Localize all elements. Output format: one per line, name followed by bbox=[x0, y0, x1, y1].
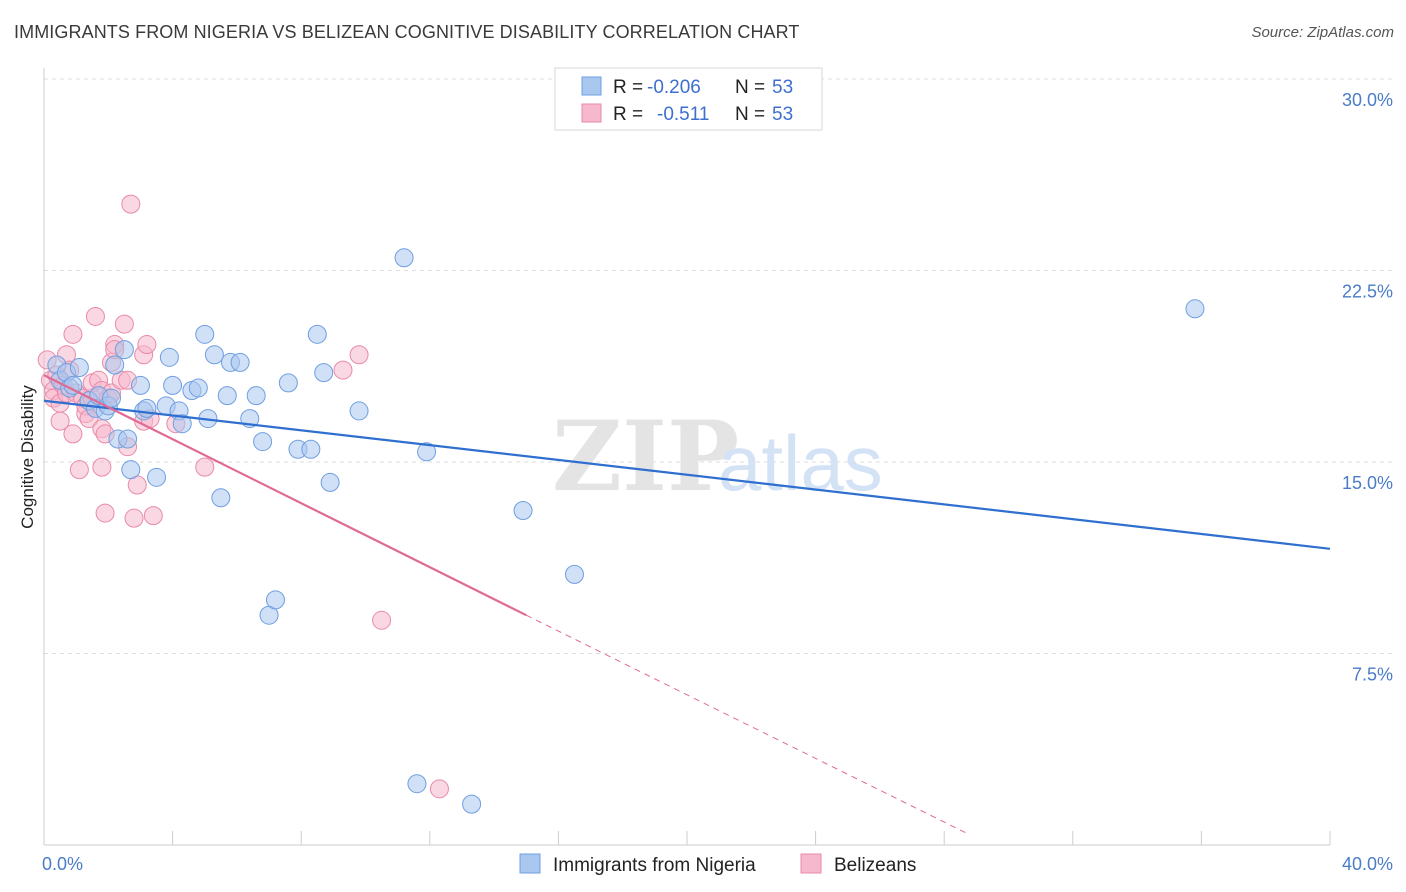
belizeans-point-49 bbox=[372, 610, 392, 630]
belizeans-point-12 bbox=[63, 324, 83, 344]
x-tick-label-max: 40.0% bbox=[1342, 854, 1393, 874]
y-axis-title: Cognitive Disability bbox=[18, 385, 37, 529]
nigeria-point-31 bbox=[211, 488, 231, 508]
nigeria-points bbox=[47, 248, 1205, 814]
legend-swatch-nigeria bbox=[581, 76, 602, 96]
nigeria-point-30 bbox=[204, 345, 224, 365]
nigeria-point-27 bbox=[188, 378, 208, 398]
belizeans-point-48 bbox=[349, 345, 369, 365]
nigeria-point-17 bbox=[130, 375, 150, 395]
nigeria-point-44 bbox=[314, 363, 334, 383]
nigeria-point-37 bbox=[253, 432, 273, 452]
nigeria-point-15 bbox=[118, 429, 138, 449]
watermark-atlas: atlas bbox=[718, 419, 883, 507]
nigeria-point-12 bbox=[105, 355, 125, 375]
nigeria-point-20 bbox=[147, 467, 167, 487]
belizeans-trend-line bbox=[43, 374, 527, 617]
nigeria-point-14 bbox=[114, 340, 134, 360]
y-tick-labels: 7.5% 15.0% 22.5% 30.0% bbox=[1342, 90, 1393, 685]
legend-r-value-1: -0.206 bbox=[647, 77, 701, 98]
nigeria-point-42 bbox=[301, 439, 321, 459]
belizeans-point-26 bbox=[95, 503, 115, 523]
nigeria-point-52 bbox=[564, 564, 584, 584]
belizeans-point-50 bbox=[429, 779, 449, 799]
belizeans-point-42 bbox=[137, 335, 157, 355]
legend-r-label-2: R = bbox=[613, 104, 643, 125]
nigeria-point-53 bbox=[1185, 299, 1205, 319]
nigeria-point-50 bbox=[462, 794, 482, 814]
nigeria-point-49 bbox=[417, 442, 437, 462]
watermark: ZIP atlas bbox=[552, 400, 883, 513]
belizeans-point-21 bbox=[85, 306, 105, 326]
nigeria-point-32 bbox=[217, 386, 237, 406]
legend-n-label-1: N = bbox=[735, 77, 765, 98]
belizeans-trend-extension bbox=[526, 614, 971, 836]
y-tick-label-1: 15.0% bbox=[1342, 473, 1393, 493]
belizeans-point-37 bbox=[121, 194, 141, 214]
nigeria-trend-line bbox=[43, 399, 1331, 550]
legend-n-value-2: 53 bbox=[772, 104, 793, 125]
legend-swatch-belizeans bbox=[581, 103, 602, 123]
nigeria-point-51 bbox=[513, 501, 533, 521]
nigeria-point-25 bbox=[172, 414, 192, 434]
belizeans-point-11 bbox=[63, 424, 83, 444]
trend-lines bbox=[43, 374, 1331, 836]
nigeria-point-19 bbox=[137, 398, 157, 418]
belizeans-point-46 bbox=[195, 457, 215, 477]
belizeans-point-34 bbox=[114, 314, 134, 334]
bottom-legend: Immigrants from Nigeria Belizeans bbox=[519, 853, 916, 876]
legend-n-label-2: N = bbox=[735, 104, 765, 125]
belizeans-point-44 bbox=[143, 506, 163, 526]
nigeria-point-40 bbox=[278, 373, 298, 393]
nigeria-point-39 bbox=[265, 590, 285, 610]
nigeria-point-47 bbox=[394, 248, 414, 268]
bottom-legend-label-belizeans: Belizeans bbox=[834, 855, 916, 876]
nigeria-point-45 bbox=[320, 472, 340, 492]
legend-box: R = -0.206 N = 53 R = -0.511 N = 53 bbox=[554, 67, 823, 131]
belizeans-point-47 bbox=[333, 360, 353, 380]
legend-n-value-1: 53 bbox=[772, 77, 793, 98]
x-tick-label-min: 0.0% bbox=[42, 854, 83, 874]
belizeans-point-25 bbox=[92, 457, 112, 477]
nigeria-point-48 bbox=[407, 774, 427, 794]
source-label: Source: ZipAtlas.com bbox=[1251, 24, 1394, 41]
nigeria-point-5 bbox=[69, 358, 89, 378]
belizeans-point-6 bbox=[50, 411, 70, 431]
nigeria-point-34 bbox=[230, 352, 250, 372]
bottom-legend-label-nigeria: Immigrants from Nigeria bbox=[553, 855, 756, 876]
bottom-legend-swatch-belizeans bbox=[800, 853, 822, 874]
y-tick-label-3: 30.0% bbox=[1342, 90, 1393, 110]
bottom-legend-swatch-nigeria bbox=[519, 853, 541, 874]
y-tick-label-2: 22.5% bbox=[1342, 282, 1393, 302]
nigeria-point-11 bbox=[102, 388, 122, 408]
nigeria-point-36 bbox=[246, 386, 266, 406]
axes bbox=[43, 68, 1331, 846]
nigeria-point-23 bbox=[163, 375, 183, 395]
watermark-zip: ZIP bbox=[552, 400, 739, 513]
nigeria-point-22 bbox=[159, 347, 179, 367]
legend-r-label-1: R = bbox=[613, 77, 643, 98]
legend-r-value-2: -0.511 bbox=[657, 104, 709, 125]
nigeria-point-16 bbox=[121, 460, 141, 480]
chart-title: IMMIGRANTS FROM NIGERIA VS BELIZEAN COGN… bbox=[14, 22, 800, 42]
belizeans-points bbox=[37, 194, 449, 799]
nigeria-point-46 bbox=[349, 401, 369, 421]
y-tick-label-0: 7.5% bbox=[1352, 665, 1393, 685]
nigeria-point-43 bbox=[307, 324, 327, 344]
belizeans-point-14 bbox=[69, 460, 89, 480]
belizeans-point-38 bbox=[124, 508, 144, 528]
nigeria-point-28 bbox=[195, 324, 215, 344]
